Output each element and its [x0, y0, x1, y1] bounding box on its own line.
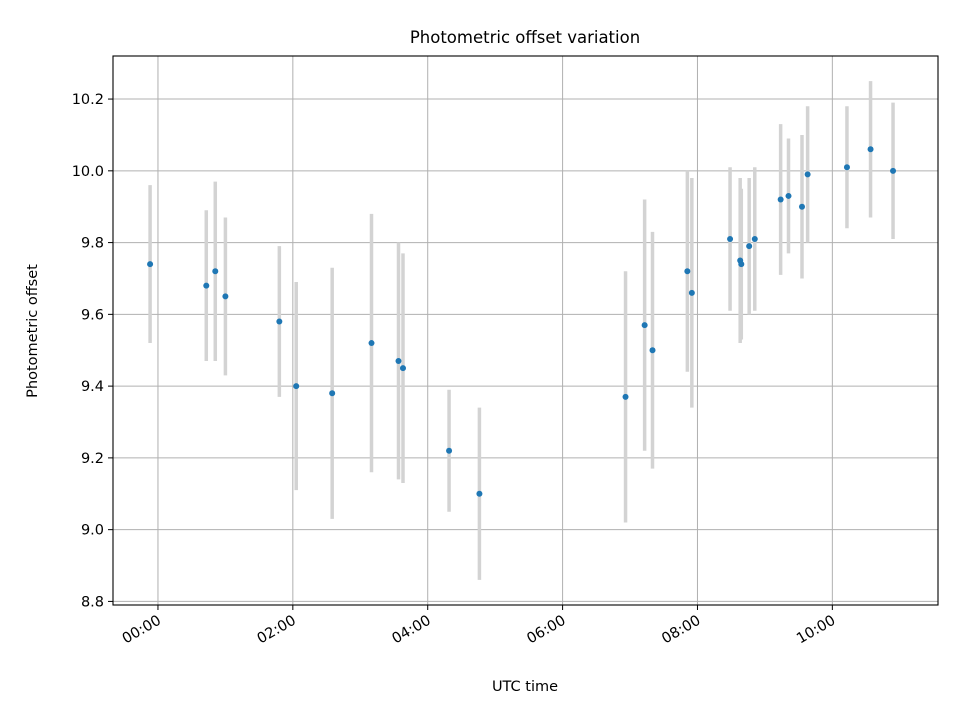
- data-point: [738, 261, 745, 268]
- chart-title: Photometric offset variation: [410, 28, 640, 47]
- grid: [113, 56, 938, 605]
- y-tick-label: 9.8: [81, 236, 104, 252]
- data-point: [446, 447, 453, 454]
- y-tick-label: 9.0: [81, 523, 104, 539]
- data-point: [867, 146, 874, 153]
- data-point: [785, 192, 792, 199]
- data-point: [203, 282, 210, 289]
- data-point: [368, 340, 375, 347]
- data-point: [777, 196, 784, 203]
- y-tick-label: 10.2: [72, 92, 104, 108]
- data-point: [641, 322, 648, 329]
- data-point: [622, 393, 629, 400]
- data-point: [329, 390, 336, 397]
- data-point: [684, 268, 691, 275]
- data-point: [688, 289, 695, 296]
- data-point: [649, 347, 656, 354]
- data-point: [727, 236, 734, 242]
- y-tick-label: 8.8: [81, 594, 104, 610]
- data-point: [798, 203, 805, 210]
- y-axis-ticks: 8.8 9.0 9.2 9.4 9.6 9.8 10.0 10.2: [72, 92, 113, 610]
- data-point: [222, 293, 229, 300]
- data-point: [147, 261, 154, 268]
- data-point: [399, 365, 406, 372]
- data-point: [395, 358, 402, 364]
- y-tick-label: 9.2: [81, 451, 104, 467]
- data-point: [212, 268, 219, 275]
- x-axis-label: UTC time: [492, 679, 558, 695]
- data-point: [890, 167, 897, 174]
- data-point: [476, 490, 483, 497]
- data-points: [147, 146, 897, 497]
- data-point: [843, 164, 850, 171]
- plot-background: [113, 56, 938, 605]
- data-point: [804, 171, 811, 178]
- data-point: [293, 383, 300, 390]
- y-axis-label: Photometric offset: [25, 264, 41, 398]
- y-tick-label: 9.6: [81, 307, 104, 323]
- y-tick-label: 10.0: [72, 164, 104, 180]
- y-tick-label: 9.4: [81, 379, 104, 395]
- data-point: [746, 243, 753, 250]
- data-point: [751, 236, 758, 242]
- plot-frame: [112, 55, 939, 606]
- data-point: [276, 318, 283, 325]
